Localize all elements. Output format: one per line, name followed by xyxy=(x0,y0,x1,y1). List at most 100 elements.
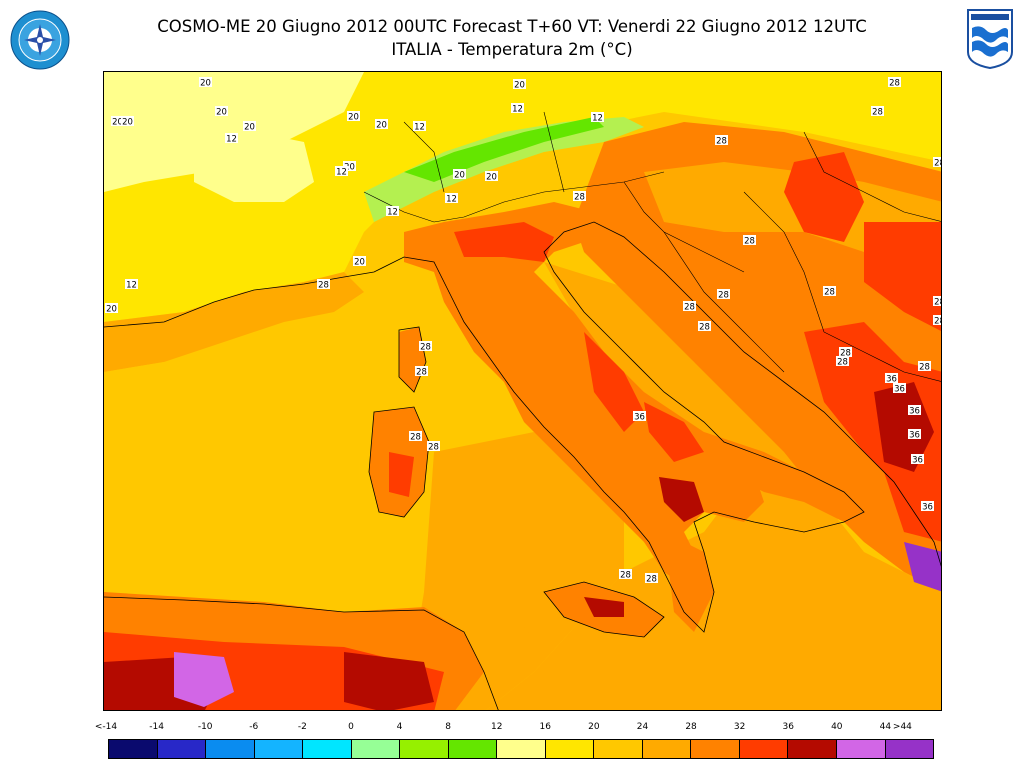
svg-text:12: 12 xyxy=(226,135,237,145)
colorbar-label: 28 xyxy=(685,722,697,732)
contour-label: 20 xyxy=(353,256,366,268)
contour-label: 28 xyxy=(933,157,942,169)
contour-label: 28 xyxy=(427,441,440,453)
svg-text:20: 20 xyxy=(112,118,123,128)
svg-text:36: 36 xyxy=(922,503,933,513)
contour-label: 28 xyxy=(419,341,432,353)
svg-text:28: 28 xyxy=(716,137,727,147)
southern-france xyxy=(104,272,364,372)
svg-text:28: 28 xyxy=(574,193,585,203)
svg-text:28: 28 xyxy=(744,237,755,247)
svg-text:28: 28 xyxy=(919,363,930,373)
colorbar-swatch xyxy=(448,740,498,758)
colorbar-swatch xyxy=(788,740,837,758)
contour-label: 28 xyxy=(836,356,849,368)
colorbar-label: 0 xyxy=(348,722,354,732)
svg-text:20: 20 xyxy=(376,121,387,131)
svg-text:28: 28 xyxy=(416,368,427,378)
svg-text:20: 20 xyxy=(216,108,227,118)
svg-text:28: 28 xyxy=(840,349,851,359)
colorbar-swatch xyxy=(691,740,740,758)
contour-label: 12 xyxy=(511,103,524,115)
svg-text:20: 20 xyxy=(106,305,117,315)
svg-text:12: 12 xyxy=(126,281,137,291)
contour-label: 12 xyxy=(225,133,238,145)
contour-label: 28 xyxy=(573,191,586,203)
svg-text:28: 28 xyxy=(620,571,631,581)
colorbar-label: >44 xyxy=(892,722,912,732)
chart-subtitle: ITALIA - Temperatura 2m (°C) xyxy=(391,40,633,59)
contour-label: 28 xyxy=(743,235,756,247)
colorbar-label: -2 xyxy=(297,722,307,732)
colorbar-swatch xyxy=(109,740,158,758)
contour-label: 20 xyxy=(343,161,356,173)
contour-label: 20 xyxy=(485,171,498,183)
svg-text:28: 28 xyxy=(318,281,329,291)
svg-text:36: 36 xyxy=(909,407,920,417)
svg-text:20: 20 xyxy=(344,163,355,173)
colorbar-label: 16 xyxy=(539,722,552,732)
svg-text:20: 20 xyxy=(200,79,211,89)
contour-label: 12 xyxy=(335,166,348,178)
svg-text:28: 28 xyxy=(889,79,900,89)
colorbar-swatch xyxy=(157,740,207,758)
contour-label: 28 xyxy=(888,77,901,89)
coastlines xyxy=(104,221,941,710)
svg-text:36: 36 xyxy=(912,456,923,466)
svg-text:20: 20 xyxy=(244,123,255,133)
svg-text:28: 28 xyxy=(718,291,729,301)
svg-text:28: 28 xyxy=(934,159,942,169)
colorbar-swatch xyxy=(836,740,886,758)
contour-label: 12 xyxy=(591,112,604,124)
svg-text:36: 36 xyxy=(634,413,645,423)
colorbar-swatch xyxy=(497,740,546,758)
colorbar-label: -10 xyxy=(197,722,213,732)
svg-text:28: 28 xyxy=(699,323,710,333)
svg-text:12: 12 xyxy=(336,168,347,178)
contour-label: 12 xyxy=(445,193,458,205)
svg-text:12: 12 xyxy=(446,195,457,205)
hot-spot-purple xyxy=(174,652,234,707)
contour-label: 20 xyxy=(111,116,124,128)
contour-label: 28 xyxy=(717,289,730,301)
contour-label: 12 xyxy=(125,279,138,291)
svg-text:28: 28 xyxy=(934,298,942,308)
colorbar-swatch xyxy=(545,740,595,758)
contour-label: 20 xyxy=(513,79,526,91)
contour-label: 28 xyxy=(409,431,422,443)
colorbar-swatch xyxy=(303,740,352,758)
colorbar-swatch xyxy=(594,740,643,758)
contour-label: 36 xyxy=(885,373,898,385)
adriatic-ionian-sea xyxy=(486,262,941,710)
contour-label: 36 xyxy=(921,501,934,513)
colorbar-label: 12 xyxy=(490,722,503,732)
colorbar-label: 4 xyxy=(396,722,403,732)
contour-label: 36 xyxy=(633,411,646,423)
svg-text:12: 12 xyxy=(512,105,523,115)
contour-label: 28 xyxy=(871,106,884,118)
contour-label: 28 xyxy=(839,347,852,359)
colorbar-label: -14 xyxy=(149,722,164,732)
svg-text:28: 28 xyxy=(837,358,848,368)
colorbar-swatch xyxy=(351,740,401,758)
svg-text:20: 20 xyxy=(454,171,465,181)
svg-text:36: 36 xyxy=(886,375,897,385)
contour-label: 28 xyxy=(645,573,658,585)
chart-title: COSMO-ME 20 Giugno 2012 00UTC Forecast T… xyxy=(157,17,867,36)
colorbar-label: -6 xyxy=(249,722,259,732)
svg-text:28: 28 xyxy=(420,343,431,353)
colorbar-label: 36 xyxy=(782,722,794,732)
colorbar-labels: <-14 -14 -10 -6 -2 0 4 8 12 16 20 24 28 32 36 40 44 >44 xyxy=(0,722,1024,736)
svg-text:28: 28 xyxy=(684,303,695,313)
colorbar-label: 20 xyxy=(588,722,600,732)
contour-label: 20 xyxy=(375,119,388,131)
svg-text:36: 36 xyxy=(894,385,905,395)
svg-text:28: 28 xyxy=(646,575,657,585)
contour-label: 28 xyxy=(619,569,632,581)
po-valley-hot xyxy=(454,222,554,262)
svg-text:20: 20 xyxy=(348,113,359,123)
contour-label: 28 xyxy=(715,135,728,147)
contour-label: 20 xyxy=(215,106,228,118)
colorbar-swatch xyxy=(739,740,789,758)
